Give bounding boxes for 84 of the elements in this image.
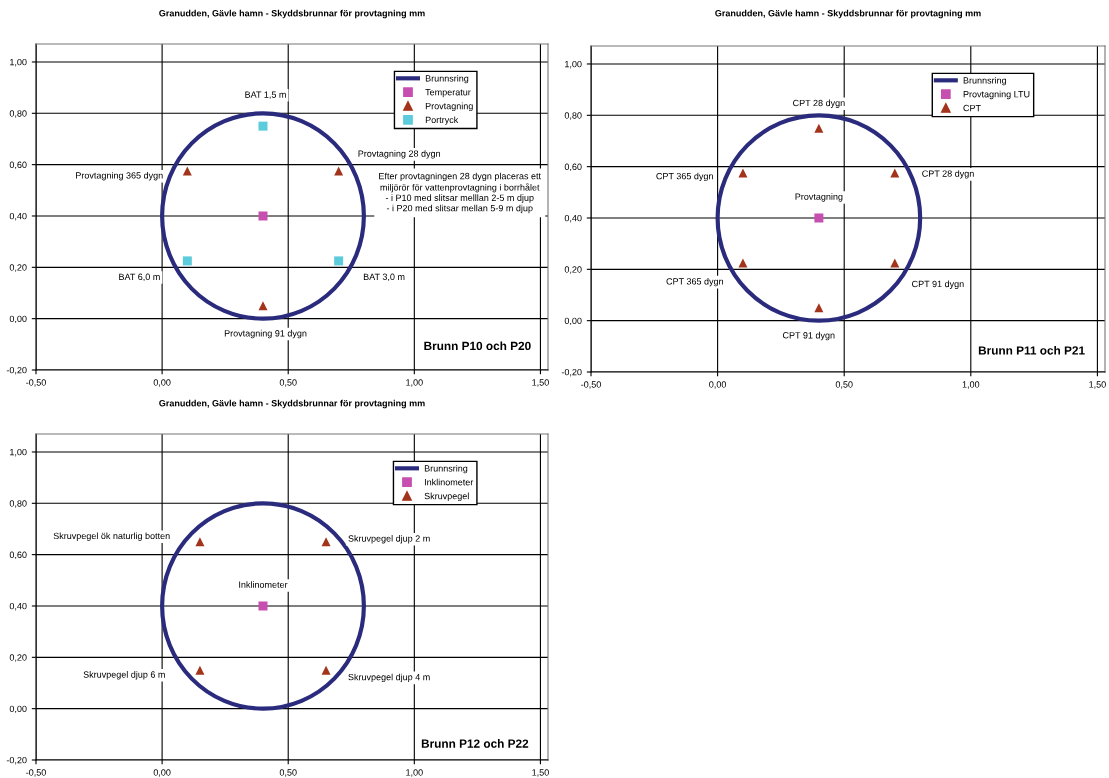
x-tick-label: -0,50 [26, 379, 46, 387]
y-tick-label: -0,20 [6, 366, 27, 375]
y-tick-label: 0,00 [9, 705, 27, 714]
point [334, 256, 344, 266]
legend-label: Brunnsring [424, 464, 468, 474]
x-tick-label: 1,50 [1089, 381, 1106, 389]
chart-title: Granudden, Gävle hamn - Skyddsbrunnar för provtagning mm [159, 399, 425, 409]
annotation: Skruvpegel djup 4 m [348, 673, 430, 683]
annotation: Skruvpegel djup 6 m [83, 671, 165, 680]
y-tick-label: 0,80 [564, 112, 582, 120]
y-tick-label: -0,20 [561, 368, 582, 377]
annotation: Brunn P10 och P20 [424, 341, 531, 351]
x-tick-label: 0,50 [279, 769, 297, 777]
annotation: CPT 91 dygn [912, 280, 964, 289]
point [182, 256, 192, 266]
chart-title: Granudden, Gävle hamn - Skyddsbrunnar för provtagning mm [159, 9, 425, 19]
annotation: Brunn P11 och P21 [978, 345, 1085, 355]
annotation: Provtagning 365 dygn [76, 171, 163, 181]
y-tick-label: 0,20 [9, 264, 27, 272]
x-tick-label: -0,50 [581, 381, 601, 389]
point [258, 121, 268, 131]
point [814, 123, 824, 133]
point [195, 665, 205, 675]
legend-label: Provtagning LTU [963, 90, 1030, 100]
x-tick-label: 0,50 [835, 381, 853, 389]
legend-label: Inklinometer [424, 478, 474, 486]
y-tick-label: 0,80 [9, 110, 27, 118]
annotation: Skruvpegel ök naturlig botten [53, 532, 170, 541]
annotation: Inklinometer [239, 581, 288, 588]
legend-label: Temperatur [425, 89, 471, 98]
annotation: Brunn P12 och P22 [421, 739, 529, 748]
y-tick-label: 0,40 [9, 602, 27, 611]
legend-label: Portryck [425, 116, 459, 125]
point [738, 168, 748, 178]
x-tick-label: 1,50 [532, 769, 549, 777]
x-tick-label: 1,00 [406, 379, 423, 387]
annotation: Provtagning 28 dygn [358, 150, 441, 159]
chart-title: Granudden, Gävle hamn - Skyddsbrunnar för provtagning mm [715, 9, 981, 19]
annotation: CPT 365 dygn [666, 277, 724, 287]
x-tick-label: 0,00 [153, 379, 171, 387]
y-tick-label: 1,00 [10, 58, 27, 67]
y-tick-label: 0,20 [564, 266, 582, 274]
y-tick-label: 0,60 [9, 551, 27, 560]
x-tick-label: -0,50 [26, 769, 46, 777]
x-tick-label: 1,50 [532, 379, 549, 387]
annotation: BAT 6,0 m [119, 273, 160, 282]
annotation: CPT 28 dygn [922, 170, 974, 179]
point [890, 168, 900, 178]
x-tick-label: 0,50 [279, 379, 297, 387]
y-tick-label: 0,20 [9, 654, 27, 662]
y-tick-label: -0,20 [6, 756, 27, 765]
point [195, 537, 205, 547]
annotation: CPT 91 dygn [782, 331, 835, 341]
legend-label: Skruvpegel [424, 492, 469, 502]
point [321, 537, 331, 547]
annotation: CPT 365 dygn [656, 172, 713, 182]
point [321, 665, 331, 675]
y-tick-label: 1,00 [565, 60, 582, 69]
y-tick-label: 0,60 [9, 161, 27, 170]
point [182, 166, 192, 176]
y-tick-label: 1,00 [10, 448, 27, 457]
annotation: Provtagning [795, 193, 843, 202]
y-tick-label: 0,40 [564, 214, 582, 223]
legend-label: Brunnsring [425, 74, 469, 84]
y-tick-label: 0,00 [564, 317, 582, 326]
legend-label: Provtagning [425, 102, 473, 112]
annotation: Provtagning 91 dygn [224, 329, 307, 339]
x-tick-label: 0,00 [153, 769, 171, 777]
y-tick-label: 0,00 [9, 315, 27, 324]
y-tick-label: 0,80 [9, 500, 27, 508]
x-tick-label: 1,00 [962, 381, 980, 389]
y-tick-label: 0,60 [564, 163, 582, 172]
annotation: BAT 3,0 m [363, 273, 405, 282]
annotation: Efter provtagningen 28 dygn placeras ett miljörör för vattenprovtagning i borrhålet - i P10 med slitsar melllan 2-5 m djup - i P20 med slitsar mellan 5-9 m djup [379, 172, 541, 214]
legend-label: Brunnsring [963, 76, 1007, 86]
legend-label: CPT [963, 104, 981, 112]
y-tick-label: 0,40 [9, 212, 27, 221]
annotation: Skruvpegel djup 2 m [348, 535, 430, 544]
annotation: CPT 28 dygn [793, 99, 845, 108]
point [258, 301, 268, 311]
point [334, 166, 344, 176]
annotation: BAT 1,5 m [245, 91, 286, 99]
x-tick-label: 0,00 [709, 381, 727, 389]
x-tick-label: 1,00 [406, 769, 423, 777]
